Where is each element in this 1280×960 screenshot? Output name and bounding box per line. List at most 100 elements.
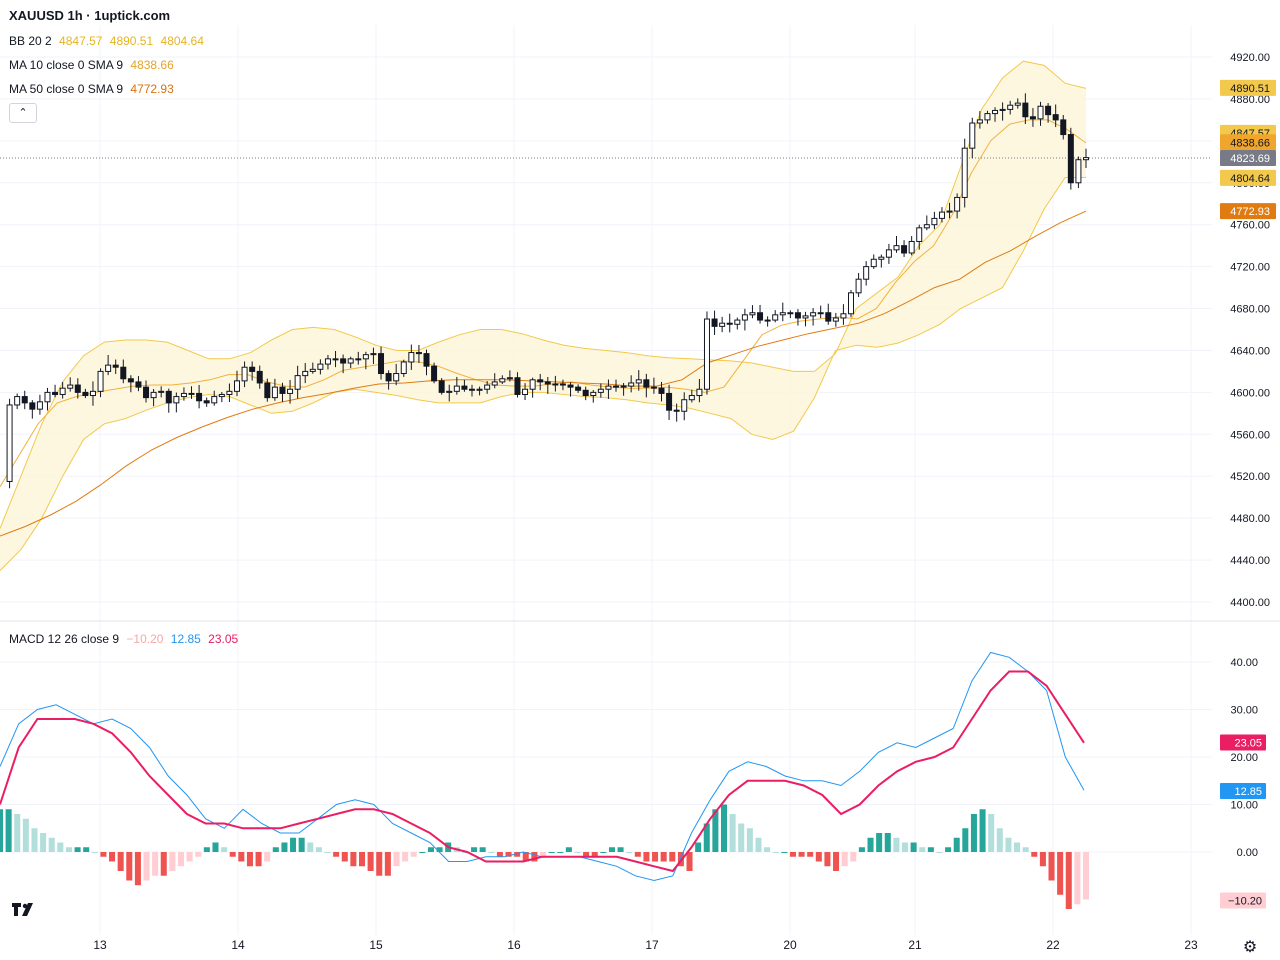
- macd-tick-label: 10.00: [1230, 800, 1258, 812]
- macd-hist-bar: [531, 852, 538, 862]
- macd-hist-bar: [358, 852, 366, 867]
- macd-tag-macd: [1220, 782, 1266, 799]
- macd-hist-bar: [910, 842, 917, 852]
- candle-up: [688, 395, 695, 401]
- macd-hist-bar: [652, 852, 659, 862]
- price-tag-bb: [1220, 169, 1276, 186]
- macd-hist-bar: [255, 852, 262, 867]
- price-tag-ma10: [1220, 134, 1276, 151]
- candle-down: [794, 312, 801, 319]
- candle-up: [832, 317, 839, 322]
- macd-hist-bar: [884, 833, 891, 852]
- macd-hist-bar: [1022, 847, 1029, 852]
- candle-up: [613, 385, 620, 388]
- macd-hist-bar: [901, 842, 909, 852]
- tradingview-logo[interactable]: [10, 900, 38, 920]
- candle-up: [529, 379, 536, 390]
- ma10-legend[interactable]: MA 10 close 0 SMA 9 4838.66: [9, 58, 178, 72]
- price-tick-label: 4720.00: [1230, 262, 1270, 274]
- candle-down: [135, 381, 142, 388]
- axes: 1314151617202122234920.004880.004840.004…: [93, 52, 1276, 952]
- collapse-legend-button[interactable]: ⌃: [9, 103, 37, 123]
- price-tick-label: 4560.00: [1230, 429, 1270, 441]
- price-tick-label: 4400.00: [1230, 597, 1270, 609]
- candle-down: [378, 353, 385, 375]
- tradingview-logo-icon: [12, 903, 33, 916]
- candle-down: [825, 312, 832, 322]
- macd-hist-bar: [608, 847, 615, 852]
- macd-hist-bar: [660, 852, 667, 862]
- candle-down: [461, 385, 468, 390]
- gear-icon[interactable]: ⚙: [1242, 939, 1258, 956]
- candle-up: [552, 383, 559, 386]
- macd-hist-bar: [764, 847, 771, 852]
- candle-up: [370, 353, 377, 356]
- candle-up: [992, 109, 999, 115]
- candle-down: [165, 390, 172, 404]
- x-tick-label: 16: [507, 938, 521, 952]
- macd-hist-bar: [755, 837, 762, 852]
- candle-down: [658, 387, 665, 394]
- candle-down: [21, 396, 28, 404]
- candle-up: [97, 370, 104, 392]
- candle-down: [468, 388, 475, 391]
- ma10-label: MA 10 close 0 SMA 9: [9, 58, 124, 72]
- macd-hist-bar: [134, 852, 141, 886]
- candle-down: [726, 322, 733, 325]
- macd-hist-bar: [746, 828, 753, 852]
- candle-up: [499, 378, 506, 383]
- candle-up: [741, 314, 748, 321]
- candle-up: [1014, 102, 1021, 106]
- candle-up: [400, 361, 407, 375]
- candle-down: [431, 365, 438, 382]
- bb-upper-line: [0, 60, 1087, 529]
- macd-hist-bar: [74, 847, 81, 852]
- macd-hist-bar: [436, 847, 443, 852]
- bb-legend[interactable]: BB 20 2 4847.57 4890.51 4804.64: [9, 34, 208, 48]
- candle-up: [36, 401, 43, 410]
- macd-hist-bar: [315, 847, 322, 852]
- candle-up: [961, 147, 968, 198]
- bollinger-bands: [0, 60, 1087, 571]
- macd-hist-bar: [505, 852, 512, 857]
- candle-up: [324, 358, 331, 365]
- macd-hist-bar: [307, 842, 314, 852]
- candle-down: [1029, 116, 1036, 120]
- candle-up: [158, 390, 165, 393]
- macd-hist-bar: [212, 842, 219, 852]
- x-tick-label: 13: [93, 938, 107, 952]
- macd-legend[interactable]: MACD 12 26 close 9 −10.20 12.85 23.05: [9, 632, 242, 646]
- macd-hist-bar: [936, 852, 943, 853]
- candle-up: [302, 370, 309, 377]
- candle-down: [650, 386, 657, 389]
- price-tick-label: 4920.00: [1230, 52, 1270, 64]
- macd-hist-bar: [5, 809, 12, 852]
- candle-up: [233, 380, 240, 392]
- macd-hist-bar: [1057, 852, 1064, 895]
- ma50-legend[interactable]: MA 50 close 0 SMA 9 4772.93: [9, 82, 178, 96]
- candle-up: [506, 377, 513, 380]
- candle-up: [59, 387, 66, 395]
- macd-hist-bar: [393, 852, 400, 867]
- macd-hist-bar: [833, 852, 840, 871]
- macd-hist-bar: [548, 852, 555, 853]
- macd-hist-bar: [591, 852, 598, 857]
- candle-up: [999, 108, 1006, 111]
- candle-up: [802, 315, 809, 319]
- candle-up: [946, 210, 953, 213]
- macd-hist-bar: [195, 852, 202, 857]
- candle-up: [226, 390, 233, 395]
- candle-down: [29, 402, 36, 410]
- macd-hist-bar: [177, 852, 185, 867]
- candle-up: [173, 396, 180, 404]
- price-tick-label: 4480.00: [1230, 513, 1270, 525]
- macd-hist-bar: [402, 852, 409, 862]
- x-tick-label: 20: [783, 938, 797, 952]
- macd-hist-bar: [427, 847, 434, 852]
- macd-hist-bar: [83, 847, 90, 852]
- candle-down: [264, 382, 271, 399]
- macd-hist-bar: [100, 852, 107, 857]
- candle-down: [52, 391, 59, 395]
- candle-down: [582, 389, 589, 397]
